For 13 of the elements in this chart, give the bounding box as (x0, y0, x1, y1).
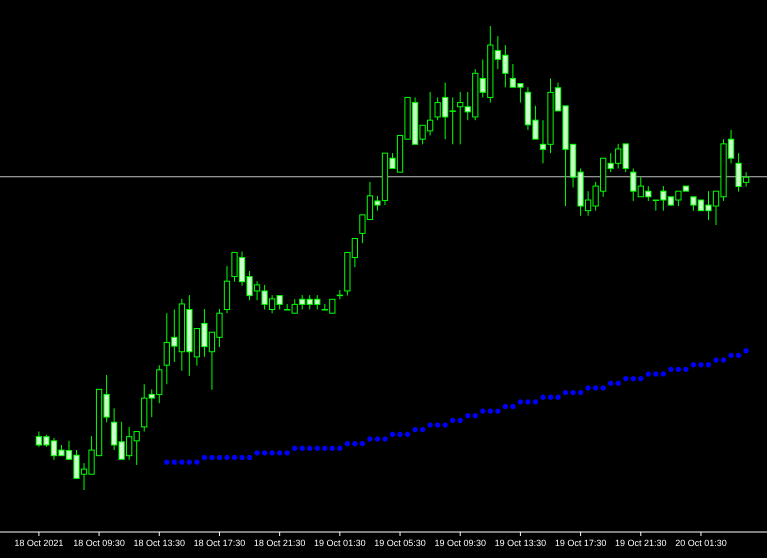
x-tick-label: 18 Oct 09:30 (73, 538, 125, 548)
candlestick (336, 290, 343, 300)
x-tick-label: 19 Oct 05:30 (374, 538, 426, 548)
x-tick-label: 19 Oct 13:30 (494, 538, 546, 548)
x-tick-label: 18 Oct 2021 (14, 538, 64, 548)
x-tick-label: 20 Oct 01:30 (675, 538, 727, 548)
x-tick-label: 18 Oct 17:30 (194, 538, 246, 548)
x-tick-label: 19 Oct 01:30 (314, 538, 366, 548)
x-tick-label: 19 Oct 21:30 (615, 538, 667, 548)
x-tick-label: 19 Oct 17:30 (554, 538, 606, 548)
x-tick-label: 18 Oct 21:30 (254, 538, 306, 548)
x-tick-label: 18 Oct 13:30 (133, 538, 186, 548)
x-tick-label: 19 Oct 09:30 (434, 538, 486, 548)
